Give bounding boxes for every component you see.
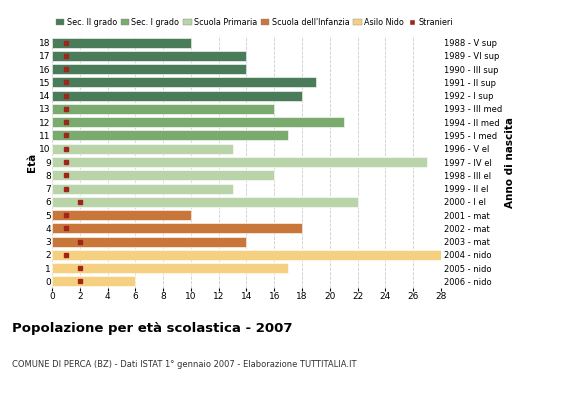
Bar — [52, 250, 441, 260]
Bar — [52, 117, 343, 127]
Y-axis label: Età: Età — [27, 152, 37, 172]
Bar — [52, 51, 246, 61]
Bar — [52, 144, 233, 154]
Bar — [52, 91, 302, 101]
Bar — [52, 130, 288, 140]
Bar — [52, 263, 288, 273]
Bar — [52, 210, 191, 220]
Bar — [52, 104, 274, 114]
Bar — [52, 197, 357, 207]
Bar — [52, 38, 191, 48]
Bar — [52, 157, 427, 167]
Bar — [52, 78, 316, 87]
Text: COMUNE DI PERCA (BZ) - Dati ISTAT 1° gennaio 2007 - Elaborazione TUTTITALIA.IT: COMUNE DI PERCA (BZ) - Dati ISTAT 1° gen… — [12, 360, 356, 369]
Y-axis label: Anno di nascita: Anno di nascita — [505, 116, 514, 208]
Bar — [52, 276, 136, 286]
Legend: Sec. II grado, Sec. I grado, Scuola Primaria, Scuola dell'Infanzia, Asilo Nido, : Sec. II grado, Sec. I grado, Scuola Prim… — [56, 18, 453, 27]
Bar — [52, 64, 246, 74]
Bar — [52, 223, 302, 233]
Bar — [52, 170, 274, 180]
Bar — [52, 184, 233, 194]
Bar — [52, 237, 246, 246]
Text: Popolazione per età scolastica - 2007: Popolazione per età scolastica - 2007 — [12, 322, 292, 335]
